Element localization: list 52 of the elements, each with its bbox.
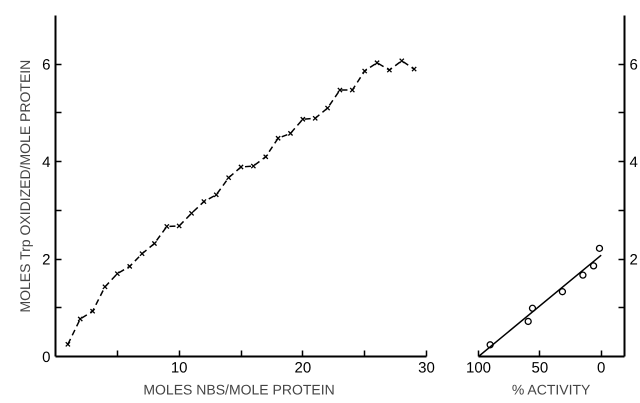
y2-tick-label: 2 — [630, 252, 638, 269]
x-tick-label: 100 — [466, 360, 492, 376]
point — [288, 130, 294, 136]
point — [90, 308, 96, 314]
point — [126, 264, 132, 270]
point — [114, 270, 120, 276]
y2-tick-label: 6 — [630, 56, 638, 74]
x-tick-label: 0 — [597, 360, 606, 376]
y-tick-label: 0 — [42, 349, 50, 366]
y-axis-title: MOLES Trp OXIDIZED/MOLE PROTEIN — [17, 60, 34, 313]
point — [579, 272, 587, 279]
y-tick-label: 6 — [42, 56, 50, 74]
point — [411, 66, 417, 72]
point — [238, 164, 244, 170]
point — [77, 316, 84, 322]
point — [386, 67, 392, 73]
point — [152, 240, 158, 246]
point — [300, 116, 306, 122]
x-axis-title: MOLES NBS/MOLE PROTEIN — [143, 382, 335, 398]
y2-tick-label: 4 — [630, 154, 638, 172]
point — [486, 341, 494, 348]
point — [350, 87, 356, 93]
point — [558, 288, 566, 296]
point — [176, 223, 182, 229]
point — [201, 198, 207, 204]
point — [188, 210, 194, 216]
x-tick-label: 50 — [532, 360, 548, 376]
x-tick-label: 10 — [170, 360, 188, 376]
point — [226, 174, 232, 180]
point — [398, 58, 405, 64]
point — [275, 135, 281, 142]
point — [528, 304, 536, 312]
point — [102, 284, 108, 290]
point — [164, 224, 170, 230]
point — [362, 68, 368, 74]
point — [524, 318, 532, 326]
y-tick-label: 4 — [42, 154, 50, 172]
point — [337, 87, 343, 93]
point — [312, 116, 318, 122]
y-tick-label: 2 — [42, 252, 50, 269]
point — [374, 60, 380, 66]
point — [250, 163, 256, 169]
x-tick-label: 30 — [418, 360, 435, 376]
point — [65, 342, 71, 348]
point — [590, 262, 598, 270]
point — [213, 192, 220, 198]
point — [324, 105, 330, 111]
x-tick-label: 20 — [294, 360, 312, 376]
x-axis-title: % ACTIVITY — [512, 382, 592, 398]
point — [262, 154, 269, 160]
point — [139, 250, 145, 256]
point — [596, 244, 604, 252]
